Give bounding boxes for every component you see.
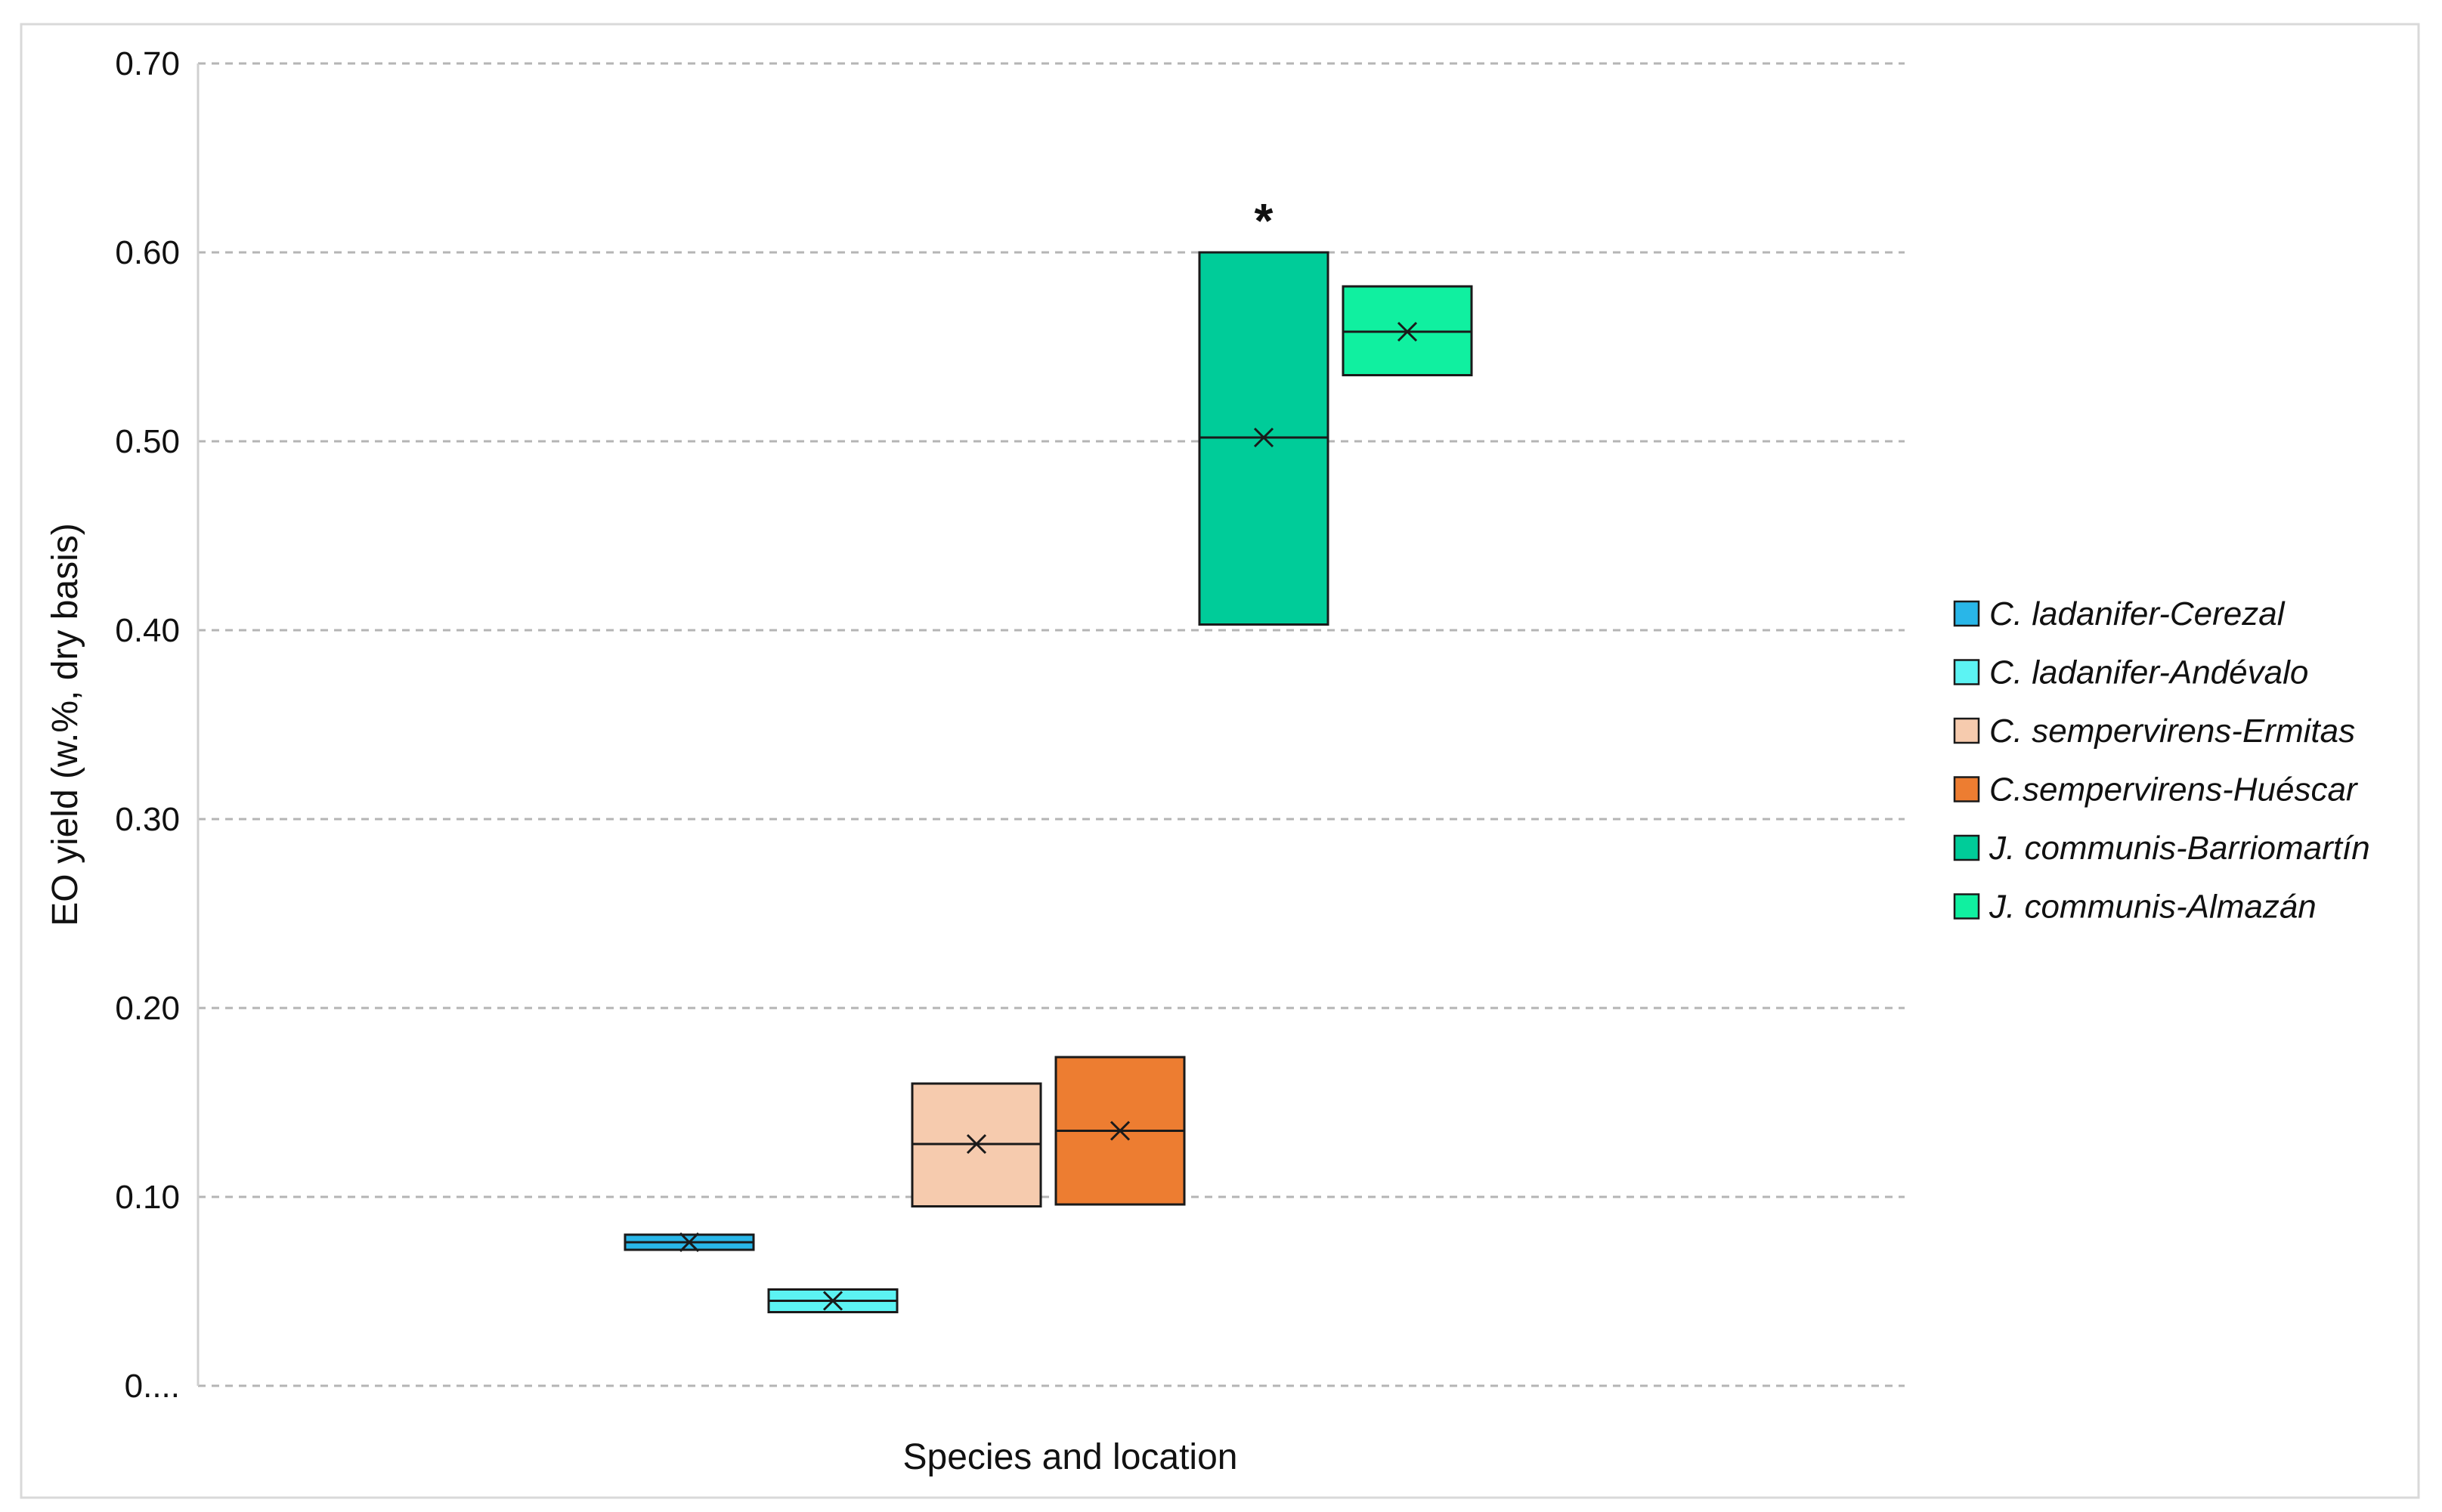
- legend-label: C. ladanifer-Cerezal: [1989, 595, 2286, 632]
- legend-item: C. ladanifer-Andévalo: [1953, 654, 2308, 691]
- box-1: [624, 1232, 755, 1253]
- legend-label: C.sempervirens-Huéscar: [1989, 771, 2359, 809]
- legend-swatch: [1953, 717, 1980, 744]
- legend-swatch: [1953, 600, 1980, 627]
- annotations: *: [1255, 193, 1274, 248]
- significance-marker: *: [1255, 193, 1274, 248]
- legend-item: J. communis-Barriomartín: [1953, 830, 2370, 867]
- mean-marker: [1397, 321, 1418, 342]
- mean-marker: [966, 1133, 987, 1155]
- y-tick-label: 0.60: [115, 234, 180, 271]
- y-tick-label: 0.20: [115, 990, 180, 1027]
- legend-item: J. communis-Almazán: [1953, 889, 2317, 926]
- box-4: [1054, 1056, 1186, 1206]
- y-tick-label: 0....: [125, 1368, 180, 1405]
- y-tick-label: 0.70: [115, 45, 180, 82]
- box-5: [1198, 251, 1329, 626]
- legend-swatch: [1953, 893, 1980, 920]
- y-tick-label: 0.50: [115, 423, 180, 460]
- box-3: [911, 1082, 1042, 1207]
- legend-swatch: [1953, 776, 1980, 802]
- y-axis-title: EO yield (w.%, dry basis): [45, 523, 85, 926]
- mean-marker: [822, 1291, 843, 1311]
- grid-lines: [198, 62, 1905, 1387]
- boxes: [624, 251, 1473, 1313]
- legend-label: C. sempervirens-Ermitas: [1989, 713, 2355, 750]
- mean-marker: [1110, 1121, 1131, 1141]
- legend-item: C. sempervirens-Ermitas: [1953, 713, 2355, 750]
- y-tick-label: 0.10: [115, 1179, 180, 1216]
- y-tick-labels: 0.... 0.10 0.20 0.30 0.40 0.50 0.60 0.70: [115, 45, 180, 1405]
- chart-frame: [20, 23, 2420, 1499]
- mean-marker: [1253, 427, 1274, 448]
- legend-label: C. ladanifer-Andévalo: [1989, 654, 2308, 691]
- y-tick-label: 0.30: [115, 801, 180, 838]
- legend-item: C.sempervirens-Huéscar: [1953, 771, 2359, 809]
- y-tick-label: 0.40: [115, 612, 180, 649]
- box-2: [767, 1288, 899, 1313]
- x-axis-title: Species and location: [903, 1437, 1238, 1477]
- legend-item: C. ladanifer-Cerezal: [1953, 595, 2286, 632]
- mean-marker: [679, 1232, 700, 1253]
- legend-label: J. communis-Barriomartín: [1989, 830, 2370, 867]
- box-6: [1342, 285, 1473, 376]
- legend: C. ladanifer-Cerezal C. ladanifer-Andéval…: [1953, 595, 2370, 926]
- legend-swatch: [1953, 659, 1980, 685]
- legend-label: J. communis-Almazán: [1989, 889, 2317, 926]
- legend-swatch: [1953, 834, 1980, 861]
